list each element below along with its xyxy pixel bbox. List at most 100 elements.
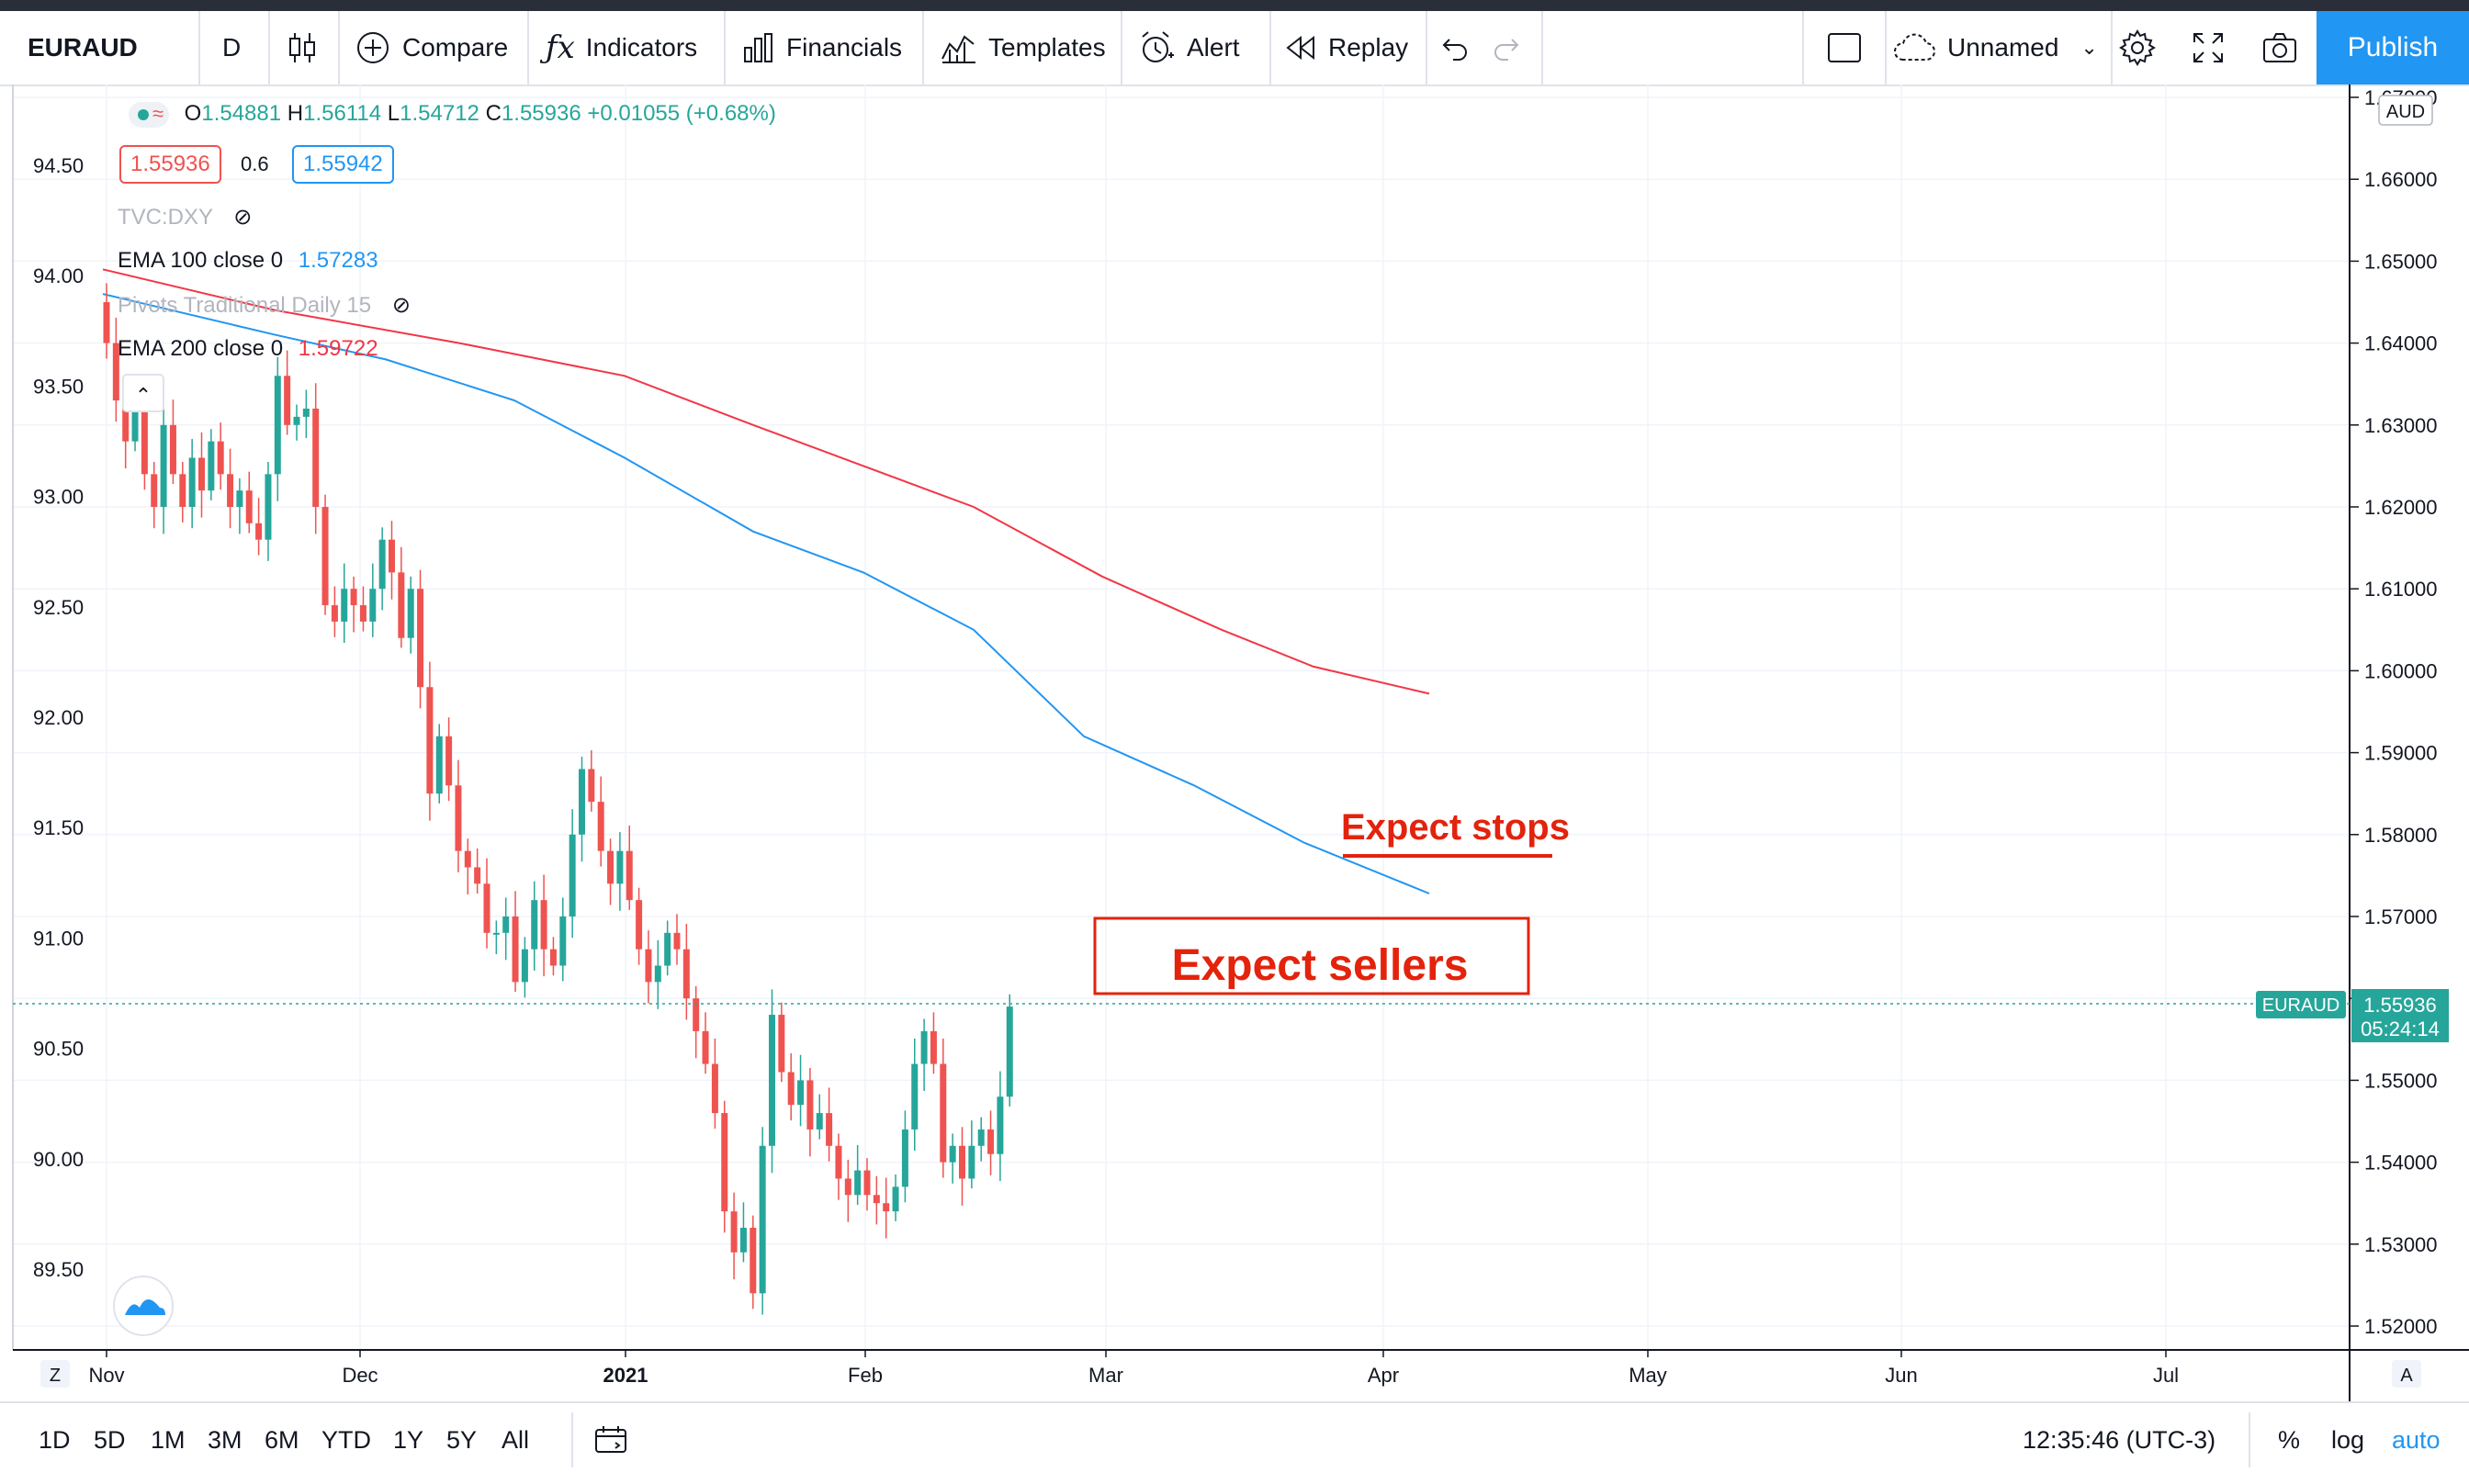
- candle: [940, 1038, 947, 1178]
- candlestick-series: [103, 283, 1013, 1315]
- candle: [312, 383, 320, 534]
- candle-body: [940, 1063, 947, 1163]
- range-button-5d[interactable]: 5D: [94, 1425, 126, 1454]
- candle-body: [711, 1063, 718, 1114]
- candle: [255, 498, 263, 556]
- candle: [103, 283, 110, 359]
- range-button-all[interactable]: All: [502, 1425, 530, 1454]
- candle: [997, 1071, 1004, 1182]
- candle: [227, 448, 234, 529]
- left-price-axis: 89.50 90.00 90.50 91.00 91.50 92.00 92.50 93.00…: [33, 154, 84, 1281]
- undo-icon[interactable]: [1440, 11, 1471, 84]
- goto-date-icon[interactable]: [593, 1403, 628, 1477]
- publish-button[interactable]: Publish: [2317, 11, 2469, 84]
- candle-body: [588, 769, 595, 803]
- candle-body: [920, 1030, 928, 1064]
- range-button-6m[interactable]: 6M: [265, 1425, 299, 1454]
- left-axis-tick-label: 92.50: [33, 596, 84, 619]
- candle: [597, 776, 604, 867]
- candle-body: [806, 1080, 814, 1130]
- templates-button[interactable]: Templates: [941, 11, 1106, 84]
- candle: [160, 406, 167, 534]
- eye-off-icon[interactable]: ⊘: [391, 293, 411, 318]
- replay-button[interactable]: Replay: [1286, 11, 1408, 84]
- candle-body: [569, 834, 576, 916]
- layout-square-icon[interactable]: [1826, 11, 1863, 84]
- study-ema200[interactable]: EMA 200 close 0 1.59722: [118, 336, 378, 362]
- candle-body: [122, 400, 130, 442]
- layout-name-dropdown[interactable]: Unnamed ⌄: [1892, 11, 2098, 84]
- compare-button[interactable]: Compare: [355, 11, 508, 84]
- buy-button[interactable]: 1.55942: [292, 145, 394, 184]
- indicators-button[interactable]: ƒx Indicators: [546, 11, 697, 84]
- right-axis-tick-label: 1.59000: [2364, 742, 2438, 765]
- study-pivots-name: Pivots Traditional Daily 15: [118, 293, 372, 318]
- sell-button[interactable]: 1.55936: [119, 145, 221, 184]
- range-button-1y[interactable]: 1Y: [393, 1425, 424, 1454]
- candle: [559, 897, 567, 982]
- candle: [750, 1215, 757, 1310]
- chart-grid: [13, 84, 2350, 1350]
- candle-body: [293, 416, 300, 425]
- candle-body: [892, 1186, 899, 1212]
- candle: [682, 924, 690, 1020]
- candle: [417, 569, 424, 709]
- candles-icon[interactable]: [287, 11, 318, 84]
- candle-body: [626, 850, 633, 901]
- interval-button[interactable]: D: [222, 33, 242, 62]
- candle-body: [616, 850, 624, 884]
- candle: [236, 478, 243, 534]
- candle-body: [512, 916, 519, 983]
- study-dxy[interactable]: TVC:DXY ⊘: [118, 204, 252, 230]
- candle: [521, 937, 528, 998]
- candle-body: [227, 474, 234, 507]
- log-toggle[interactable]: log: [2331, 1425, 2365, 1454]
- candle: [540, 874, 547, 977]
- candle-body: [911, 1063, 919, 1130]
- candle-body: [968, 1145, 975, 1179]
- gear-icon[interactable]: [2118, 11, 2157, 84]
- candle-body: [901, 1129, 908, 1187]
- candle-body: [682, 949, 690, 999]
- candle: [987, 1110, 995, 1175]
- percent-toggle[interactable]: %: [2278, 1425, 2301, 1454]
- financials-button[interactable]: Financials: [742, 11, 902, 84]
- auto-toggle[interactable]: auto: [2392, 1425, 2441, 1454]
- candle-body: [398, 572, 405, 638]
- candle: [350, 576, 357, 633]
- tradingview-logo-icon: [113, 1276, 174, 1336]
- alert-button[interactable]: Alert: [1139, 11, 1240, 84]
- candle-body: [863, 1170, 871, 1196]
- camera-icon[interactable]: [2261, 11, 2298, 84]
- range-button-3m[interactable]: 3M: [208, 1425, 242, 1454]
- candle: [169, 399, 176, 485]
- ohlc-high: 1.56114: [303, 101, 382, 126]
- eye-off-icon[interactable]: ⊘: [233, 205, 253, 230]
- study-ema100[interactable]: EMA 100 close 0 1.57283: [118, 248, 378, 274]
- symbol-search[interactable]: EURAUD: [28, 33, 138, 62]
- range-button-1m[interactable]: 1M: [151, 1425, 186, 1454]
- chart-canvas[interactable]: 89.50 90.00 90.50 91.00 91.50 92.00 92.50 93.00…: [0, 84, 2469, 1401]
- candle: [739, 1202, 747, 1263]
- fullscreen-icon[interactable]: [2192, 11, 2225, 84]
- candle-body: [654, 965, 661, 983]
- ohlc-low-label: L: [387, 101, 400, 126]
- range-button-ytd[interactable]: YTD: [321, 1425, 371, 1454]
- candle: [389, 521, 395, 600]
- range-button-5y[interactable]: 5Y: [446, 1425, 478, 1454]
- candle: [321, 494, 329, 615]
- redo-icon[interactable]: [1490, 11, 1521, 84]
- clock-timezone[interactable]: 12:35:46 (UTC-3): [2023, 1425, 2216, 1454]
- candle: [892, 1174, 899, 1221]
- spread-value: 0.6: [241, 152, 269, 175]
- candle-body: [997, 1096, 1004, 1154]
- candle: [293, 404, 300, 441]
- candle-body: [883, 1203, 890, 1212]
- sellers-annotation: Expect sellers: [1093, 916, 1530, 995]
- range-button-1d[interactable]: 1D: [39, 1425, 71, 1454]
- layout-name: Unnamed: [1947, 33, 2059, 62]
- study-pivots[interactable]: Pivots Traditional Daily 15 ⊘: [118, 292, 411, 319]
- candle: [369, 563, 377, 637]
- left-axis-tick-label: 92.00: [33, 706, 84, 729]
- bottom-toolbar: 1D 5D 1M 3M 6M YTD 1Y 5Y All 12:35:46 (UTC-3) % …: [0, 1401, 2469, 1477]
